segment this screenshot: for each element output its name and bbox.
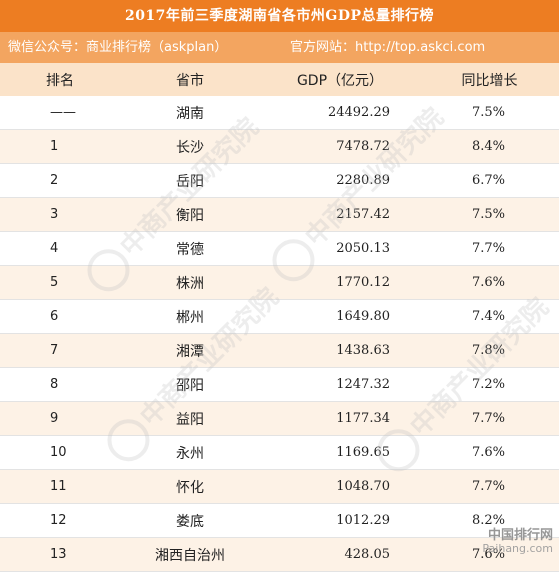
column-header-gdp: GDP（亿元） <box>260 63 420 96</box>
table-row: 3 衡阳 2157.42 7.5% <box>0 197 559 232</box>
city-cell: 湘西自治州 <box>120 537 260 572</box>
table-row: 4 常德 2050.13 7.7% <box>0 231 559 266</box>
city-cell: 永州 <box>120 435 260 470</box>
table-row: 12 娄底 1012.29 8.2% <box>0 503 559 538</box>
city-cell: 衡阳 <box>120 197 260 232</box>
rank-cell: 3 <box>0 197 120 232</box>
city-cell: 郴州 <box>120 299 260 334</box>
growth-cell: 7.8% <box>420 333 559 368</box>
city-cell: 娄底 <box>120 503 260 538</box>
growth-cell: 7.5% <box>420 197 559 232</box>
official-website-text: 官方网站：http://top.askci.com <box>290 40 486 55</box>
gdp-cell: 1177.34 <box>260 401 420 436</box>
rank-cell: 4 <box>0 231 120 266</box>
growth-cell: 7.4% <box>420 299 559 334</box>
table-row: 7 湘潭 1438.63 7.8% <box>0 333 559 368</box>
gdp-cell: 428.05 <box>260 537 420 572</box>
city-cell: 益阳 <box>120 401 260 436</box>
page-title: 2017年前三季度湖南省各市州GDP总量排行榜 <box>0 0 559 32</box>
rank-cell: 6 <box>0 299 120 334</box>
corner-logo-name: 中国排行网 <box>487 528 553 543</box>
growth-cell: 7.7% <box>420 469 559 504</box>
growth-cell: 6.7% <box>420 163 559 198</box>
rank-cell: 9 <box>0 401 120 436</box>
column-header-rank: 排名 <box>0 63 120 96</box>
city-cell: 怀化 <box>120 469 260 504</box>
gdp-cell: 2050.13 <box>260 231 420 266</box>
growth-cell: 8.4% <box>420 129 559 164</box>
table-row: 6 郴州 1649.80 7.4% <box>0 299 559 334</box>
city-cell: 邵阳 <box>120 367 260 402</box>
rank-cell: 1 <box>0 129 120 164</box>
table-row: 1 长沙 7478.72 8.4% <box>0 129 559 164</box>
gdp-cell: 1169.65 <box>260 435 420 470</box>
city-cell: 长沙 <box>120 129 260 164</box>
rank-cell: —— <box>0 96 120 130</box>
city-cell: 岳阳 <box>120 163 260 198</box>
gdp-cell: 1048.70 <box>260 469 420 504</box>
gdp-cell: 1247.32 <box>260 367 420 402</box>
gdp-ranking-table: 排名 省市 GDP（亿元） 同比增长 —— 湖南 24492.29 7.5% 1 长沙 74… <box>0 63 559 572</box>
rank-cell: 13 <box>0 537 120 572</box>
city-cell: 湘潭 <box>120 333 260 368</box>
table-row: 13 湘西自治州 428.05 7.6% <box>0 537 559 572</box>
rank-cell: 12 <box>0 503 120 538</box>
growth-cell: 7.7% <box>420 401 559 436</box>
rank-cell: 11 <box>0 469 120 504</box>
column-header-city: 省市 <box>120 63 260 96</box>
city-cell: 湖南 <box>120 96 260 130</box>
subtitle-bar: 微信公众号：商业排行榜（askplan） 官方网站：http://top.ask… <box>0 32 559 63</box>
gdp-cell: 1438.63 <box>260 333 420 368</box>
rank-cell: 7 <box>0 333 120 368</box>
gdp-cell: 2157.42 <box>260 197 420 232</box>
gdp-cell: 24492.29 <box>260 96 420 130</box>
gdp-cell: 1770.12 <box>260 265 420 300</box>
growth-cell: 7.2% <box>420 367 559 402</box>
wechat-account-text: 微信公众号：商业排行榜（askplan） <box>8 40 228 55</box>
table-row: 9 益阳 1177.34 7.7% <box>0 401 559 436</box>
gdp-cell: 7478.72 <box>260 129 420 164</box>
growth-cell: 7.7% <box>420 231 559 266</box>
column-header-growth: 同比增长 <box>420 63 559 96</box>
table-body: —— 湖南 24492.29 7.5% 1 长沙 7478.72 8.4% 2 岳阳 2280.89… <box>0 96 559 572</box>
table-row: 10 永州 1169.65 7.6% <box>0 435 559 470</box>
growth-cell: 7.5% <box>420 96 559 130</box>
table-row: 5 株洲 1770.12 7.6% <box>0 265 559 300</box>
table-row: —— 湖南 24492.29 7.5% <box>0 96 559 130</box>
table-row: 11 怀化 1048.70 7.7% <box>0 469 559 504</box>
corner-logo: 中国排行网 Paihang.com <box>482 529 553 555</box>
rank-cell: 5 <box>0 265 120 300</box>
rank-cell: 10 <box>0 435 120 470</box>
growth-cell: 7.6% <box>420 265 559 300</box>
city-cell: 常德 <box>120 231 260 266</box>
corner-logo-domain: Paihang.com <box>482 542 553 555</box>
gdp-cell: 1649.80 <box>260 299 420 334</box>
gdp-cell: 1012.29 <box>260 503 420 538</box>
table-row: 8 邵阳 1247.32 7.2% <box>0 367 559 402</box>
table-header-row: 排名 省市 GDP（亿元） 同比增长 <box>0 63 559 96</box>
gdp-cell: 2280.89 <box>260 163 420 198</box>
growth-cell: 7.6% <box>420 435 559 470</box>
table-row: 2 岳阳 2280.89 6.7% <box>0 163 559 198</box>
rank-cell: 2 <box>0 163 120 198</box>
city-cell: 株洲 <box>120 265 260 300</box>
rank-cell: 8 <box>0 367 120 402</box>
growth-cell: 8.2% <box>420 503 559 538</box>
